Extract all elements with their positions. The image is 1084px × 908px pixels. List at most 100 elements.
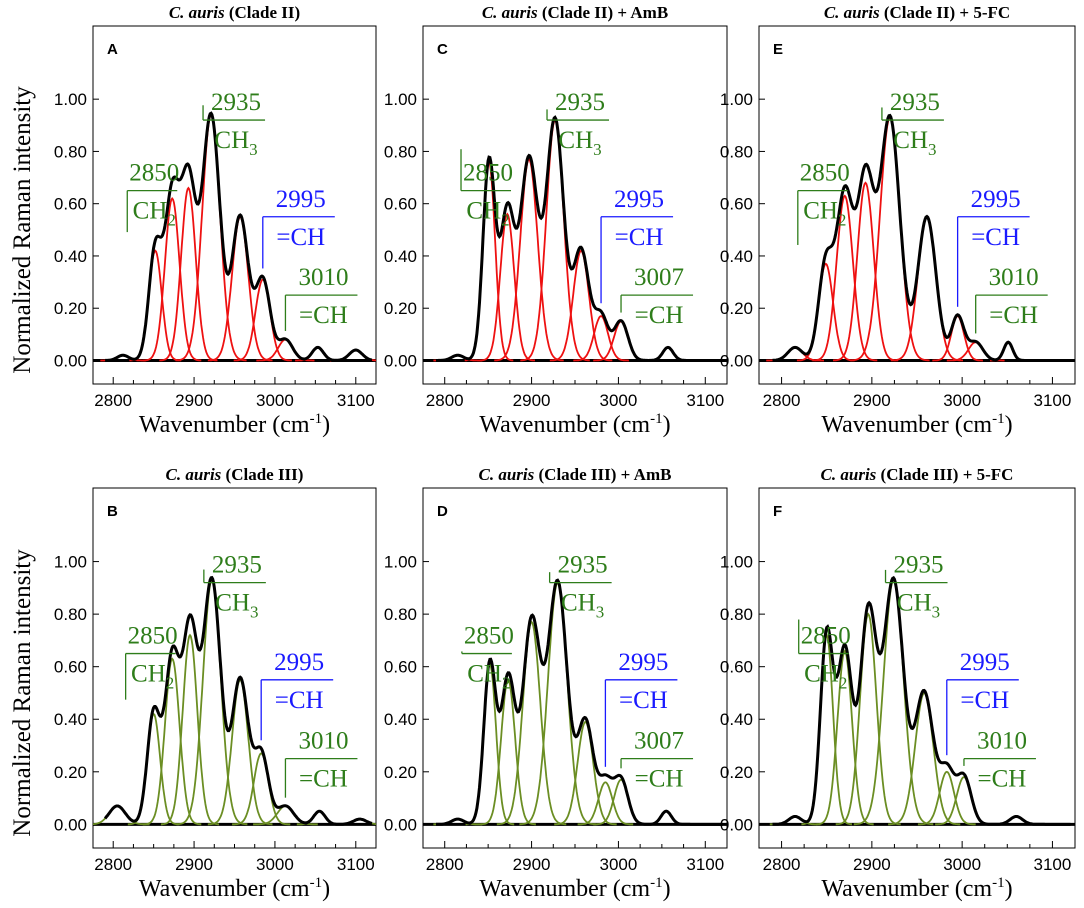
panel-c: C. auris (Clade II) + AmB C 0.00 0.20 0.40 0.… [384, 3, 728, 438]
x-axis-label: Wavenumber (cm-1) [139, 875, 330, 902]
y-tick-label: 0.20 [720, 299, 753, 318]
y-tick-label: 0.60 [54, 658, 87, 677]
y-tick-label: 0.40 [54, 710, 87, 729]
annotation-group: =CH [960, 687, 1009, 714]
y-tick-label: 1.00 [720, 553, 753, 572]
curves [93, 575, 376, 826]
annotation-group: CH2 [804, 661, 847, 693]
x-tick-label: 3100 [1034, 855, 1072, 874]
annotation-wavenumber: 2935 [890, 89, 940, 116]
fitted-band-2980 [573, 315, 629, 362]
y-tick-label: 0.00 [54, 815, 87, 834]
y-tick-label: 0.60 [384, 658, 417, 677]
fitted-band-2962 [554, 720, 617, 826]
annotation-2995: 2995 =CH [260, 649, 334, 741]
fitted-band-3015 [946, 341, 1005, 362]
fitted-band-2958 [888, 691, 961, 826]
y-tick-label: 1.00 [720, 90, 753, 109]
panel-title: C. auris (Clade III) + AmB [479, 465, 672, 484]
annotation-2935: 2935 CH3 [203, 552, 266, 622]
fitted-band-2851 [464, 159, 514, 362]
y-tick-label: 0.40 [720, 247, 753, 266]
annotation-group: =CH [989, 302, 1038, 329]
fitted-band-3055 [645, 810, 687, 826]
x-tick-label: 3100 [686, 855, 724, 874]
fitted-band-2893 [833, 181, 898, 362]
annotation-3010: 3010 =CH [284, 728, 358, 798]
fitted-band-2872 [479, 212, 535, 362]
annotation-wavenumber: 2995 [614, 186, 664, 213]
x-tick-label: 3000 [600, 391, 638, 410]
panel-title: C. auris (Clade III) [166, 465, 304, 484]
annotation-wavenumber: 2850 [801, 623, 851, 650]
y-tick-label: 0.80 [54, 142, 87, 161]
annotation-2995: 2995 =CH [956, 186, 1030, 307]
panel-b: C. auris (Clade III) B 0.00 0.20 0.40 0.60 0.8… [54, 465, 377, 902]
title-species: C. auris [166, 465, 222, 484]
title-species: C. auris [824, 3, 880, 22]
x-axis-label: Wavenumber (cm-1) [479, 875, 670, 902]
panel-letter: C [437, 41, 448, 58]
title-condition: (Clade III) [221, 465, 303, 484]
y-axis-label-bottom: Normalized Raman intensity [9, 549, 36, 837]
panel-title: C. auris (Clade III) + 5-FC [821, 465, 1014, 484]
y-tick-label: 0.20 [720, 763, 753, 782]
annotation-3010: 3010 =CH [975, 264, 1048, 334]
annotation-wavenumber: 2995 [274, 649, 324, 676]
spectrum-envelope [436, 115, 723, 362]
annotation-group: =CH [971, 224, 1020, 251]
spectrum-envelope [772, 113, 1071, 362]
curves [100, 111, 376, 362]
x-tick-label: 2800 [426, 391, 464, 410]
annotation-2850: 2850 CH2 [124, 623, 178, 700]
y-tick-label: 0.80 [384, 142, 417, 161]
annotation-group: =CH [978, 766, 1027, 793]
annotation-group: CH3 [561, 590, 604, 622]
panel-letter: D [437, 503, 448, 520]
annotation-wavenumber: 2995 [971, 186, 1021, 213]
annotation-wavenumber: 2995 [618, 649, 668, 676]
x-tick-label: 2900 [853, 391, 891, 410]
annotation-3007: 3007 =CH [620, 264, 694, 329]
x-tick-label: 2900 [513, 391, 551, 410]
annotation-3007: 3007 =CH [620, 728, 694, 793]
x-tick-label: 3100 [1034, 391, 1072, 410]
panel-title: C. auris (Clade II) + AmB [482, 3, 668, 22]
title-condition: (Clade III) + AmB [534, 465, 671, 484]
y-tick-label: 0.00 [384, 815, 417, 834]
x-tick-label: 2800 [94, 855, 132, 874]
panel-e: C. auris (Clade II) + 5-FC E 0.00 0.20 0.40 0… [720, 3, 1076, 438]
fitted-band-2893 [159, 186, 218, 362]
annotation-2995: 2995 =CH [600, 186, 674, 304]
title-species: C. auris [479, 465, 535, 484]
annotation-3010: 3010 =CH [284, 264, 358, 331]
annotation-2995: 2995 =CH [946, 649, 1019, 756]
annotation-wavenumber: 2935 [558, 552, 608, 579]
fitted-band-2870 [815, 649, 874, 826]
fitted-band-2897 [494, 157, 564, 362]
annotation-group: CH2 [131, 661, 174, 693]
x-axis-label: Wavenumber (cm-1) [821, 875, 1012, 902]
annotation-wavenumber: 2995 [276, 186, 326, 213]
y-tick-label: 1.00 [54, 90, 87, 109]
y-tick-label: 0.60 [720, 658, 753, 677]
annotation-2850: 2850 CH2 [798, 619, 851, 693]
title-species: C. auris [482, 3, 538, 22]
annotation-3010: 3010 =CH [963, 728, 1036, 793]
annotation-wavenumber: 3007 [634, 264, 684, 291]
y-tick-label: 0.00 [54, 351, 87, 370]
panel-letter: E [773, 41, 783, 58]
y-axis-label-top: Normalized Raman intensity [9, 86, 36, 374]
annotation-group: =CH [635, 766, 684, 793]
y-tick-label: 1.00 [384, 553, 417, 572]
title-condition: (Clade II) + 5-FC [880, 3, 1011, 22]
curves [766, 113, 1071, 362]
x-tick-label: 3000 [943, 855, 981, 874]
fitted-band-2870 [812, 194, 878, 362]
title-condition: (Clade II) + AmB [538, 3, 669, 22]
y-tick-label: 0.80 [720, 142, 753, 161]
panel-d: C. auris (Clade III) + AmB D 0.00 0.20 0.40 0… [384, 465, 728, 902]
fitted-band-2900 [496, 620, 567, 826]
annotation-group: CH2 [467, 661, 510, 693]
